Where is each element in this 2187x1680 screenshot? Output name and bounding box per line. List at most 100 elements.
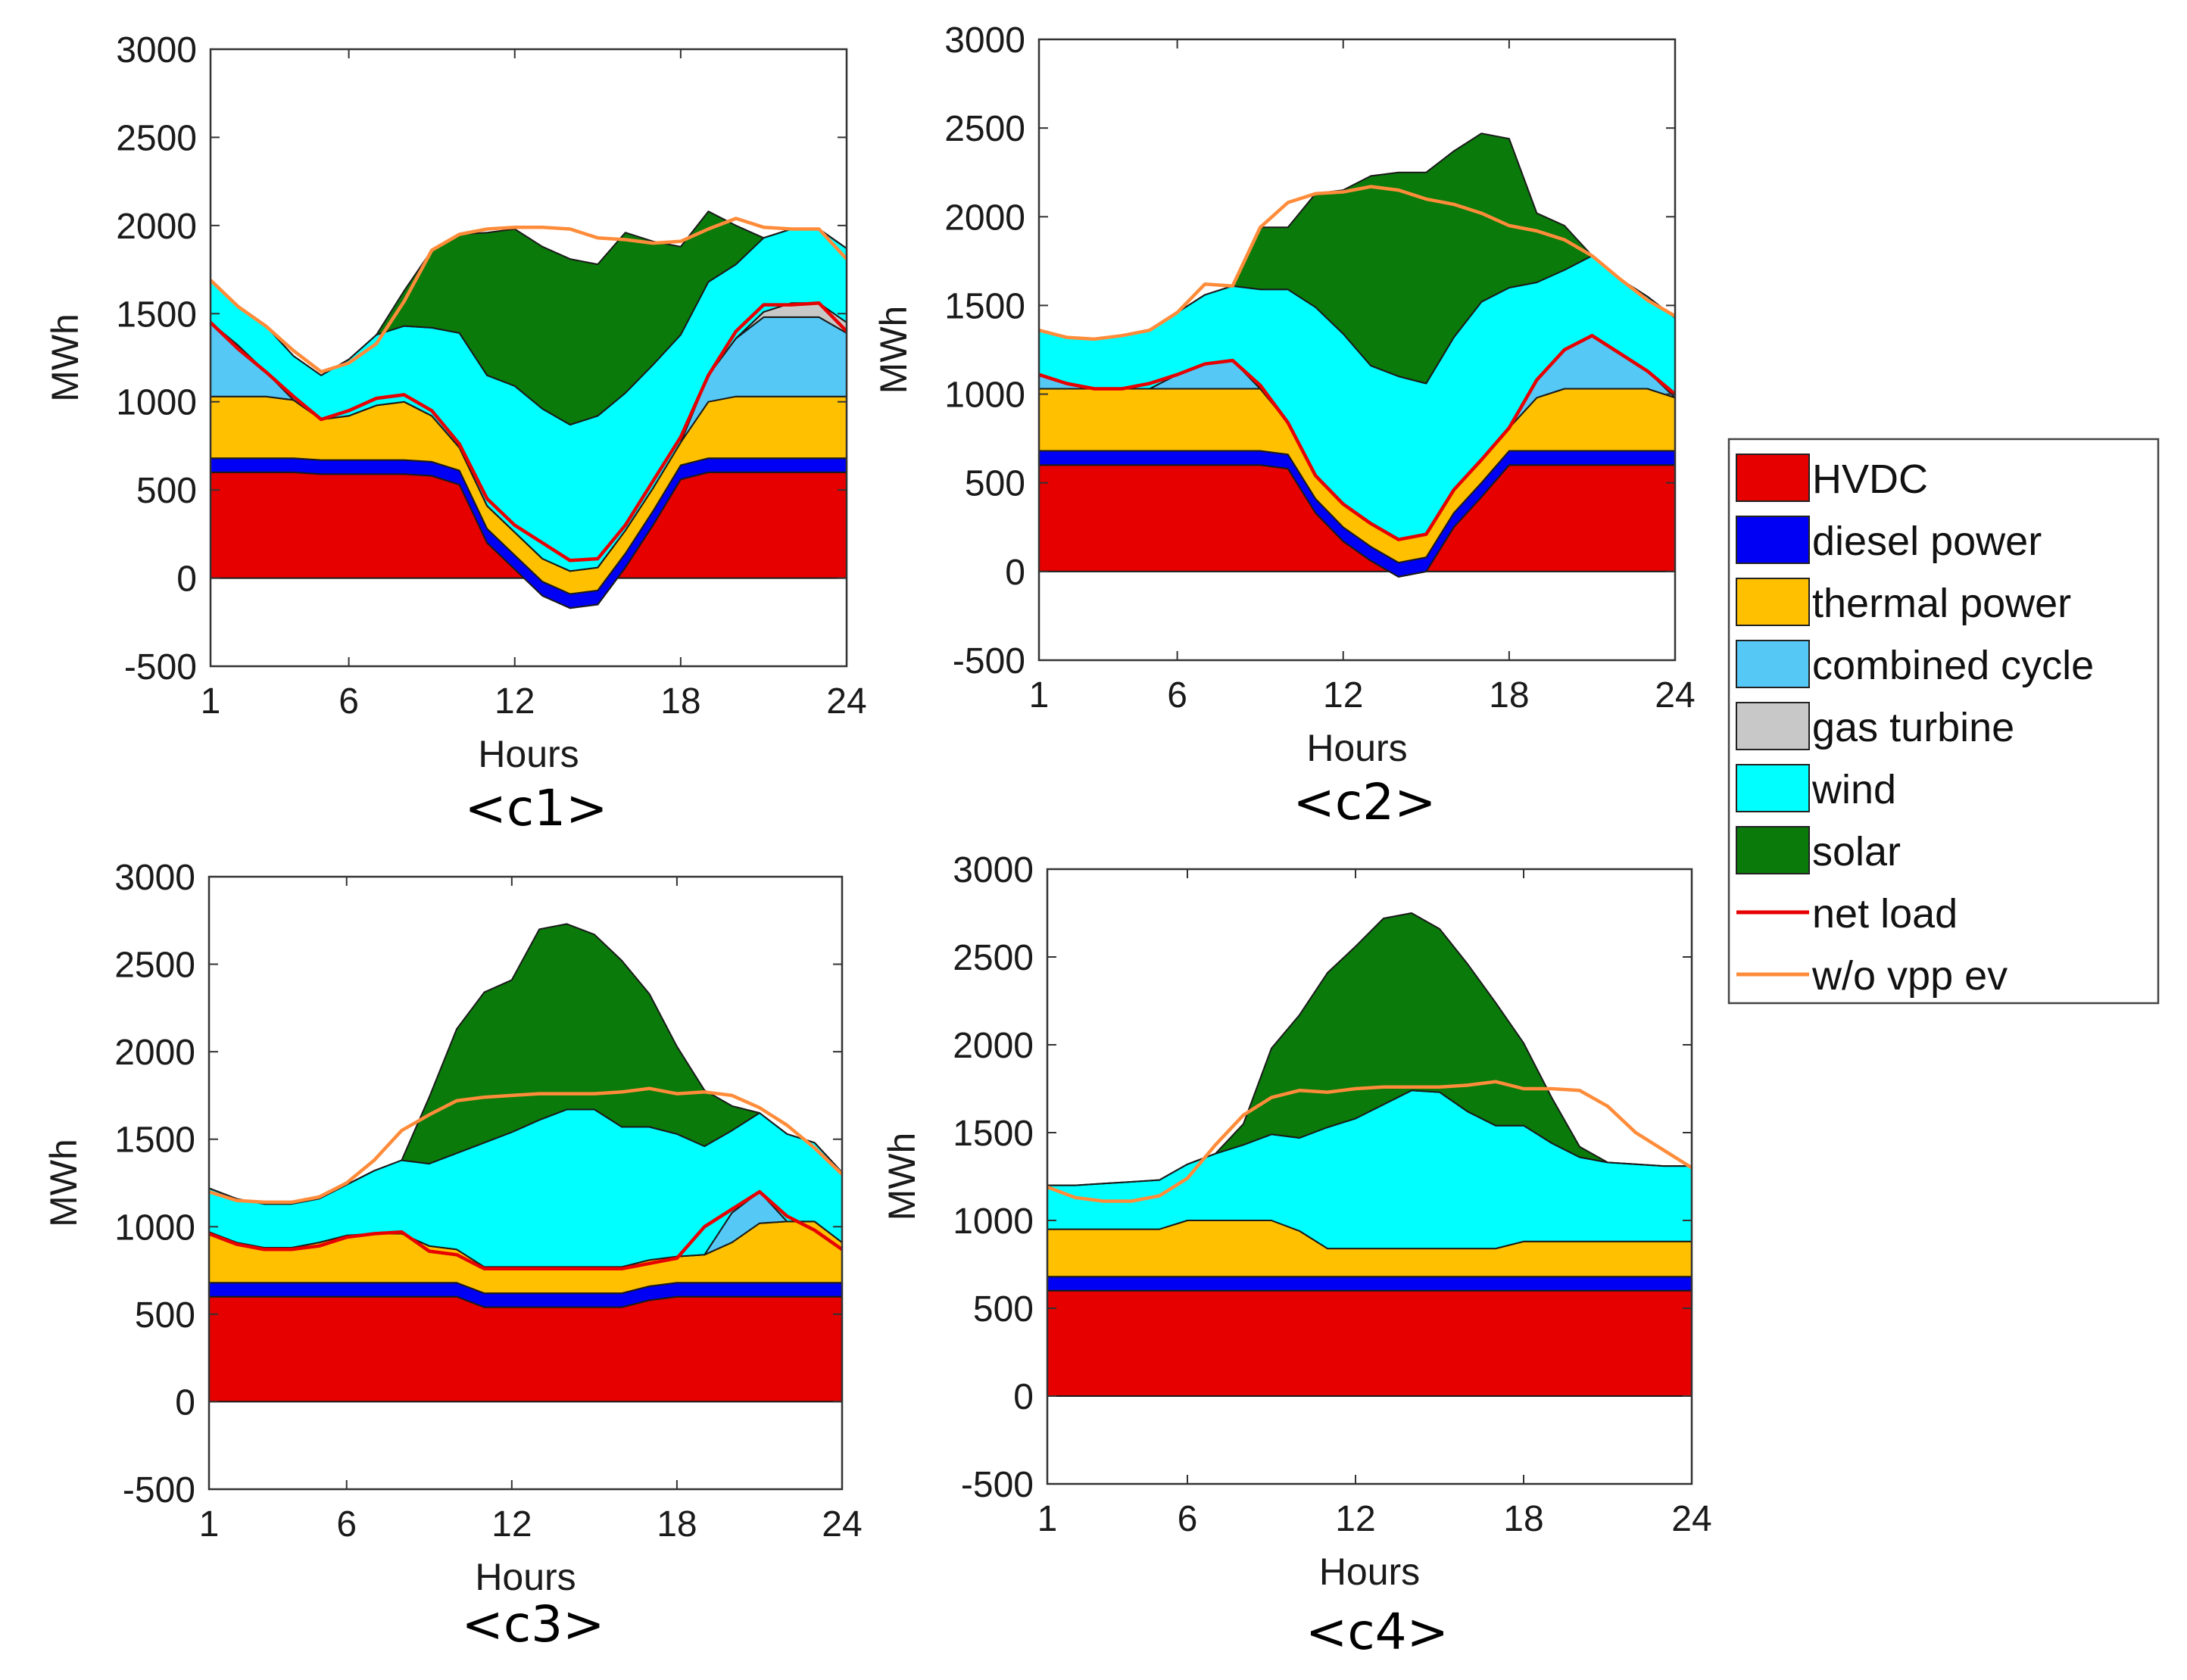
y-tick-label: -500 [953,641,1025,681]
y-tick-label: 3000 [116,30,197,70]
y-axis-label: MWh [881,1133,923,1221]
y-tick-label: 0 [176,559,197,600]
y-tick-label: 500 [135,1295,195,1336]
y-tick-label: 2000 [116,207,197,247]
panel-caption: <c4> [1306,1603,1449,1661]
legend-item-thermal-power: thermal power [1736,578,2071,626]
legend-item-w-o-vpp-ev: w/o vpp ev [1736,953,2008,999]
y-tick-label: 2500 [944,109,1025,149]
x-tick-label: 18 [1489,675,1529,715]
y-axis-label: MWh [872,306,915,394]
line-w-o-vpp-ev [209,217,848,374]
x-tick-label: 1 [1029,675,1050,715]
x-tick-label: 6 [336,1504,357,1544]
y-tick-label: 2500 [116,118,197,158]
y-tick-label: 1000 [944,376,1025,416]
x-axis-label: Hours [1306,727,1407,769]
y-tick-label: -500 [961,1465,1034,1505]
x-axis-label: Hours [475,1556,576,1598]
x-tick-label: 24 [822,1504,862,1544]
y-tick-label: 3000 [944,20,1025,61]
y-tick-label: 3000 [114,858,195,898]
panel-caption: <c2> [1293,773,1437,831]
x-tick-label: 24 [826,681,866,722]
axes-box [207,875,844,1491]
y-tick-label: 2000 [944,198,1025,238]
legend-swatch [1736,764,1810,812]
y-tick-label: 1500 [953,1114,1034,1154]
legend-label: solar [1812,829,1901,874]
legend-label: net load [1812,891,1958,937]
x-tick-label: 6 [339,681,359,722]
line-w-o-vpp-ev [208,1086,844,1205]
panel-4: -500 0 500 1000 1500 2000 2500 3000 1 6 12 18 24 Hour… [881,850,1712,1661]
x-tick-label: 1 [201,681,221,722]
y-tick-label: 1000 [116,383,197,423]
y-tick-label: 2500 [953,938,1034,978]
y-tick-label: 2000 [953,1026,1034,1066]
legend-swatch [1736,578,1810,626]
y-tick-label: 1000 [953,1202,1034,1242]
y-axis-label: MWh [44,313,86,402]
line-net-load [1038,334,1677,541]
y-tick-label: 0 [1005,553,1025,593]
legend-swatch [1736,454,1810,502]
y-tick-label: 1500 [944,286,1025,326]
x-tick-label: 18 [1503,1499,1543,1539]
y-tick-label: -500 [123,1470,195,1510]
y-tick-label: 1000 [114,1208,195,1248]
y-tick-label: 0 [175,1382,195,1423]
area-hvdc [1047,1289,1693,1397]
x-tick-label: 24 [1671,1499,1711,1539]
legend-label: thermal power [1812,581,2071,626]
x-tick-label: 12 [1335,1499,1375,1539]
area-diesel-power [1047,1276,1693,1292]
x-tick-label: 6 [1167,675,1187,715]
x-tick-label: 12 [1323,675,1363,715]
legend-swatch [1736,640,1810,688]
y-tick-label: -500 [124,647,197,687]
line-w-o-vpp-ev [1047,1080,1693,1203]
axes-box [1046,868,1693,1485]
legend-label: HVDC [1812,457,1928,502]
panel-caption: <c3> [462,1595,605,1654]
legend-items: HVDC diesel power thermal power combined cy… [1736,454,2094,999]
legend-item-diesel-power: diesel power [1736,516,2042,564]
stacked-areas [208,923,843,1403]
y-axis-label: MWh [42,1139,85,1227]
y-tick-label: 1500 [114,1121,195,1161]
line-net-load [208,1189,844,1271]
x-tick-label: 18 [660,681,700,722]
y-tick-label: 3000 [953,850,1034,890]
legend: HVDC diesel power thermal power combined cy… [1727,438,2160,1005]
legend-item-hvdc: HVDC [1736,454,1928,502]
y-tick-label: 500 [965,464,1025,504]
legend-swatch [1736,702,1810,750]
area-hvdc [208,1295,843,1403]
legend-label: w/o vpp ev [1811,953,2008,999]
legend-label: diesel power [1812,519,2042,564]
legend-label: combined cycle [1812,643,2094,688]
x-tick-label: 18 [657,1504,697,1544]
y-tick-label: 2000 [114,1033,195,1073]
axes-box [1037,38,1677,662]
line-net-load [209,301,848,563]
x-tick-label: 6 [1178,1499,1198,1539]
y-tick-label: 1500 [116,295,197,335]
y-tick-label: 0 [1013,1377,1034,1417]
panel-2: -500 0 500 1000 1500 2000 2500 3000 1 6 12 18 24 Hour… [872,20,1696,831]
panel-1: -500 0 500 1000 1500 2000 2500 3000 1 6 12 18 24 Hour… [44,30,867,837]
legend-label: gas turbine [1812,705,2014,750]
legend-item-gas-turbine: gas turbine [1736,702,2014,750]
legend-swatch [1736,826,1810,874]
panel-caption: <c1> [465,779,608,837]
panel-3: -500 0 500 1000 1500 2000 2500 3000 1 6 12 18 24 Hour… [42,858,863,1654]
y-tick-label: 500 [136,471,197,511]
x-tick-label: 1 [1037,1499,1058,1539]
x-tick-label: 12 [494,681,535,722]
legend-item-combined-cycle: combined cycle [1736,640,2094,688]
legend-item-wind: wind [1736,764,1896,812]
legend-label: wind [1811,767,1896,812]
